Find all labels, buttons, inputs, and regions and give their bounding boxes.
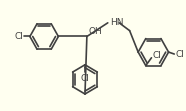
Text: Cl: Cl — [81, 73, 89, 83]
Text: OH: OH — [89, 27, 102, 36]
Text: Cl: Cl — [152, 51, 161, 60]
Text: HN: HN — [111, 18, 124, 27]
Text: Cl: Cl — [14, 32, 23, 41]
Text: Cl: Cl — [175, 50, 184, 58]
